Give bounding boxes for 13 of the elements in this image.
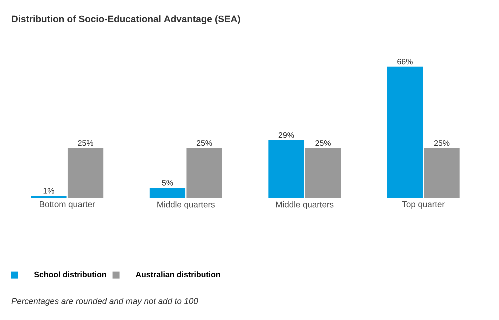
x-tick-label: Top quarter [402,202,445,210]
x-tick-label: Middle quarters [158,202,215,210]
bar [186,148,222,198]
bar [268,140,304,198]
bar [68,148,104,198]
bar [424,148,460,198]
x-tick-label: Bottom quarter [40,202,96,210]
text: Percentages are rounded and may not add to 100 [12,298,198,306]
bar [387,66,424,198]
bar [150,188,186,198]
chart-title: Distribution of Socio-Educational Advantage (SEA) [12,16,240,24]
x-tick-label: Middle quarters [276,202,334,210]
bar [305,148,342,198]
